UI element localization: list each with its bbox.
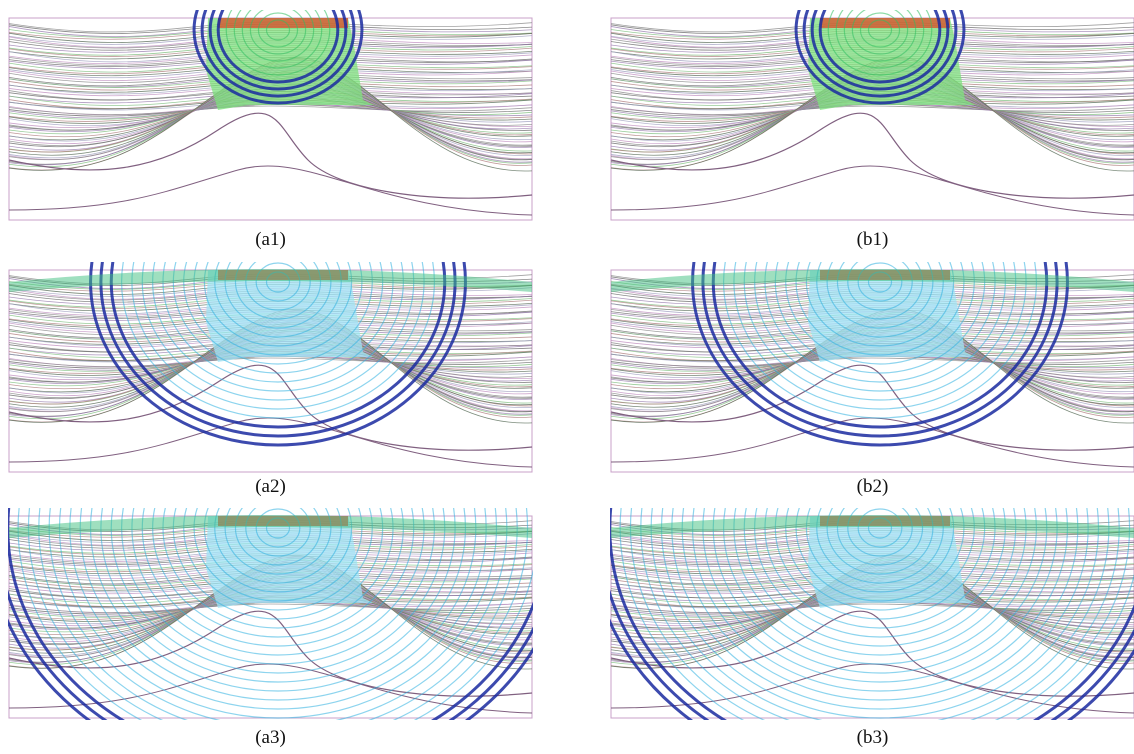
wavefield-snapshot xyxy=(610,508,1134,720)
panel-caption: (a2) xyxy=(8,476,533,498)
wavefield-snapshot xyxy=(610,262,1134,474)
wavefield-snapshot xyxy=(8,508,533,720)
panel-caption: (b2) xyxy=(610,476,1134,498)
panel-caption: (b3) xyxy=(610,727,1134,749)
panel-caption: (a3) xyxy=(8,727,533,749)
panel-caption: (a1) xyxy=(8,229,533,251)
figure: (a1) (b1) (a2) (b2) (a3) (b3) xyxy=(0,0,1134,754)
wavefield-snapshot xyxy=(8,262,533,474)
wavefield-snapshot xyxy=(8,10,533,222)
wavefield-snapshot xyxy=(610,10,1134,222)
panel-caption: (b1) xyxy=(610,229,1134,251)
